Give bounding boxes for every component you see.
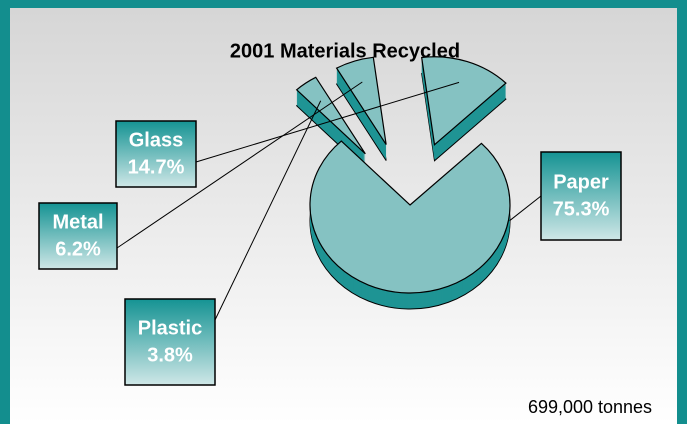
slice-value: 14.7% [128, 156, 185, 178]
slice [335, 56, 387, 145]
label-box [124, 298, 216, 386]
slice-name: Plastic [138, 317, 202, 339]
slice [295, 76, 366, 155]
slice [309, 140, 511, 294]
label-box [540, 151, 622, 241]
leader-line [214, 100, 322, 321]
slice-name: Metal [52, 211, 103, 233]
slice-value: 75.3% [553, 198, 610, 220]
label-box [38, 202, 118, 270]
slice-value: 6.2% [55, 238, 101, 260]
chart-title: 2001 Materials Recycled [230, 40, 460, 62]
leader-line [195, 81, 460, 163]
leader-line [116, 81, 363, 249]
leader-line [509, 195, 542, 222]
label-box [115, 120, 197, 188]
annotation: 699,000 tonnes [528, 397, 652, 417]
slice-name: Glass [129, 129, 183, 151]
slice-name: Paper [553, 171, 609, 193]
slice-value: 3.8% [147, 344, 193, 366]
slice [420, 56, 507, 146]
